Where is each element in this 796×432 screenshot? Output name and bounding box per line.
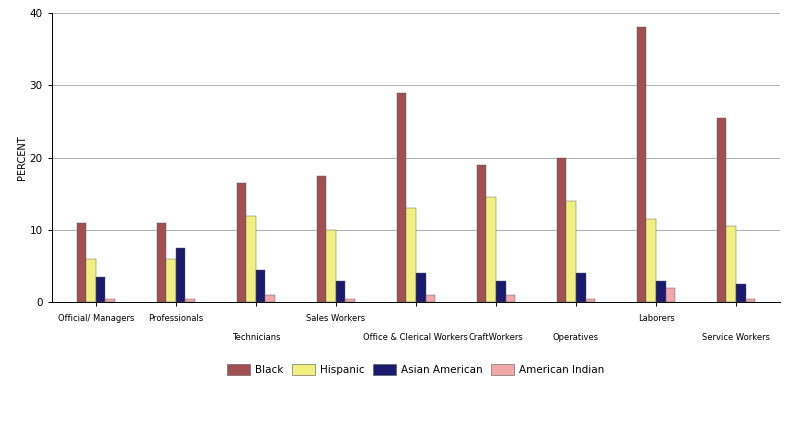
Text: Office & Clerical Workers: Office & Clerical Workers	[364, 333, 468, 342]
Bar	[477, 165, 486, 302]
Bar	[246, 216, 256, 302]
Text: Laborers: Laborers	[638, 314, 674, 323]
Text: Service Workers: Service Workers	[702, 333, 770, 342]
Legend: Black, Hispanic, Asian American, American Indian: Black, Hispanic, Asian American, America…	[223, 360, 609, 379]
Bar	[736, 284, 746, 302]
Bar	[76, 223, 86, 302]
Bar	[567, 201, 576, 302]
Bar	[406, 208, 416, 302]
Bar	[637, 28, 646, 302]
Bar	[416, 273, 426, 302]
Bar	[345, 299, 355, 302]
Bar	[576, 273, 586, 302]
Text: Official/ Managers: Official/ Managers	[57, 314, 134, 323]
Bar	[646, 219, 656, 302]
Bar	[336, 281, 345, 302]
Text: Technicians: Technicians	[232, 333, 280, 342]
Bar	[256, 270, 265, 302]
Text: CraftWorkers: CraftWorkers	[469, 333, 523, 342]
Bar	[656, 281, 665, 302]
Text: Operatives: Operatives	[553, 333, 599, 342]
Bar	[185, 299, 195, 302]
Bar	[396, 92, 406, 302]
Bar	[426, 295, 435, 302]
Bar	[717, 118, 727, 302]
Bar	[496, 281, 505, 302]
Bar	[166, 259, 176, 302]
Text: Sales Workers: Sales Workers	[306, 314, 365, 323]
Bar	[157, 223, 166, 302]
Bar	[486, 197, 496, 302]
Bar	[317, 176, 326, 302]
Bar	[556, 158, 567, 302]
Y-axis label: PERCENT: PERCENT	[17, 135, 27, 180]
Bar	[505, 295, 515, 302]
Bar	[727, 226, 736, 302]
Text: Professionals: Professionals	[148, 314, 204, 323]
Bar	[326, 230, 336, 302]
Bar	[746, 299, 755, 302]
Bar	[86, 259, 96, 302]
Bar	[586, 299, 595, 302]
Bar	[265, 295, 275, 302]
Bar	[96, 277, 105, 302]
Bar	[236, 183, 246, 302]
Bar	[105, 299, 115, 302]
Bar	[665, 288, 675, 302]
Bar	[176, 248, 185, 302]
